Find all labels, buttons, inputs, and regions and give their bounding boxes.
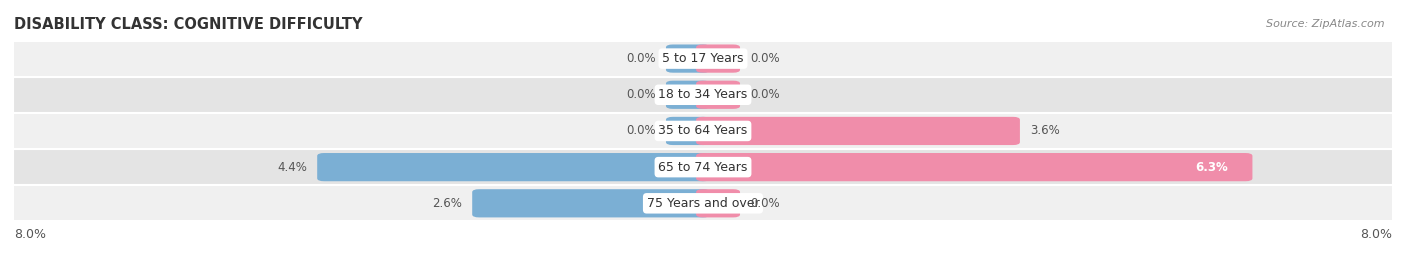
Text: 6.3%: 6.3% [1195,161,1229,174]
FancyBboxPatch shape [666,81,710,109]
FancyBboxPatch shape [318,153,710,181]
FancyBboxPatch shape [666,45,710,73]
FancyBboxPatch shape [696,45,740,73]
Text: 35 to 64 Years: 35 to 64 Years [658,124,748,137]
Text: 0.0%: 0.0% [626,52,655,65]
FancyBboxPatch shape [696,189,740,217]
FancyBboxPatch shape [14,77,1392,113]
FancyBboxPatch shape [14,149,1392,185]
Text: Source: ZipAtlas.com: Source: ZipAtlas.com [1267,19,1385,29]
Text: 4.4%: 4.4% [277,161,307,174]
Text: DISABILITY CLASS: COGNITIVE DIFFICULTY: DISABILITY CLASS: COGNITIVE DIFFICULTY [14,17,363,32]
FancyBboxPatch shape [14,113,1392,149]
Text: 5 to 17 Years: 5 to 17 Years [662,52,744,65]
Text: 65 to 74 Years: 65 to 74 Years [658,161,748,174]
Text: 0.0%: 0.0% [626,124,655,137]
Text: 8.0%: 8.0% [1360,228,1392,241]
FancyBboxPatch shape [472,189,710,217]
Text: 18 to 34 Years: 18 to 34 Years [658,88,748,101]
Text: 0.0%: 0.0% [751,88,780,101]
Text: 0.0%: 0.0% [751,197,780,210]
FancyBboxPatch shape [696,153,1253,181]
Text: 75 Years and over: 75 Years and over [647,197,759,210]
FancyBboxPatch shape [14,40,1392,77]
Text: 3.6%: 3.6% [1031,124,1060,137]
Text: 0.0%: 0.0% [626,88,655,101]
Text: 0.0%: 0.0% [751,52,780,65]
FancyBboxPatch shape [696,117,1019,145]
FancyBboxPatch shape [666,117,710,145]
FancyBboxPatch shape [14,185,1392,221]
Text: 8.0%: 8.0% [14,228,46,241]
Text: 2.6%: 2.6% [432,197,461,210]
FancyBboxPatch shape [696,81,740,109]
